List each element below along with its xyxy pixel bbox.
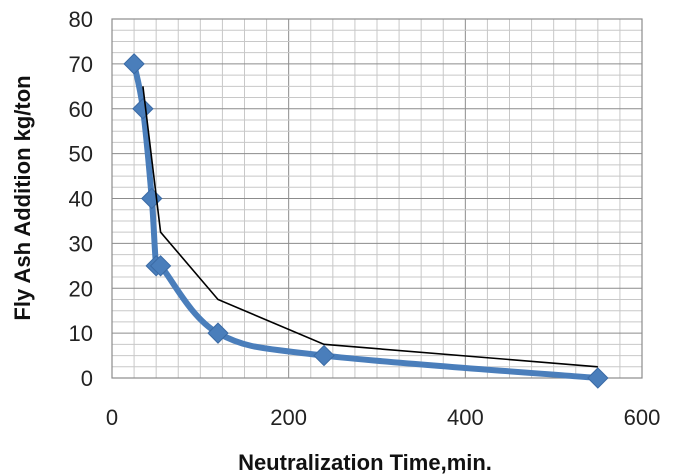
x-tick-label: 200 <box>270 405 307 430</box>
x-tick-labels: 0 200 400 600 <box>106 405 660 430</box>
y-tick-label: 80 <box>69 7 93 32</box>
data-point-marker <box>123 53 145 75</box>
data-point-marker <box>149 255 172 277</box>
grid <box>111 18 643 379</box>
plot-border <box>111 18 643 379</box>
y-tick-label: 30 <box>69 231 93 256</box>
data-point-marker <box>313 344 335 367</box>
series-line-black <box>142 86 598 368</box>
plot-area-border <box>111 18 643 379</box>
x-tick-label: 0 <box>106 405 118 430</box>
series-layer <box>123 53 609 389</box>
x-tick-label: 600 <box>624 405 661 430</box>
y-tick-label: 0 <box>81 366 93 391</box>
data-point-marker <box>141 187 163 210</box>
data-point-marker <box>207 322 229 344</box>
data-point-marker <box>587 367 609 389</box>
x-tick-label: 400 <box>447 405 484 430</box>
y-tick-label: 10 <box>69 321 93 346</box>
y-tick-label: 70 <box>69 52 93 77</box>
y-tick-labels: 0 10 20 30 40 50 60 70 80 <box>69 7 93 391</box>
y-tick-label: 20 <box>69 276 93 301</box>
y-axis-label: Fly Ash Addition kg/ton <box>10 75 35 320</box>
y-tick-label: 60 <box>69 97 93 122</box>
y-tick-label: 40 <box>69 187 93 212</box>
x-axis-label: Neutralization Time,min. <box>238 450 492 475</box>
y-tick-label: 50 <box>69 142 93 167</box>
data-point-marker <box>132 98 154 120</box>
